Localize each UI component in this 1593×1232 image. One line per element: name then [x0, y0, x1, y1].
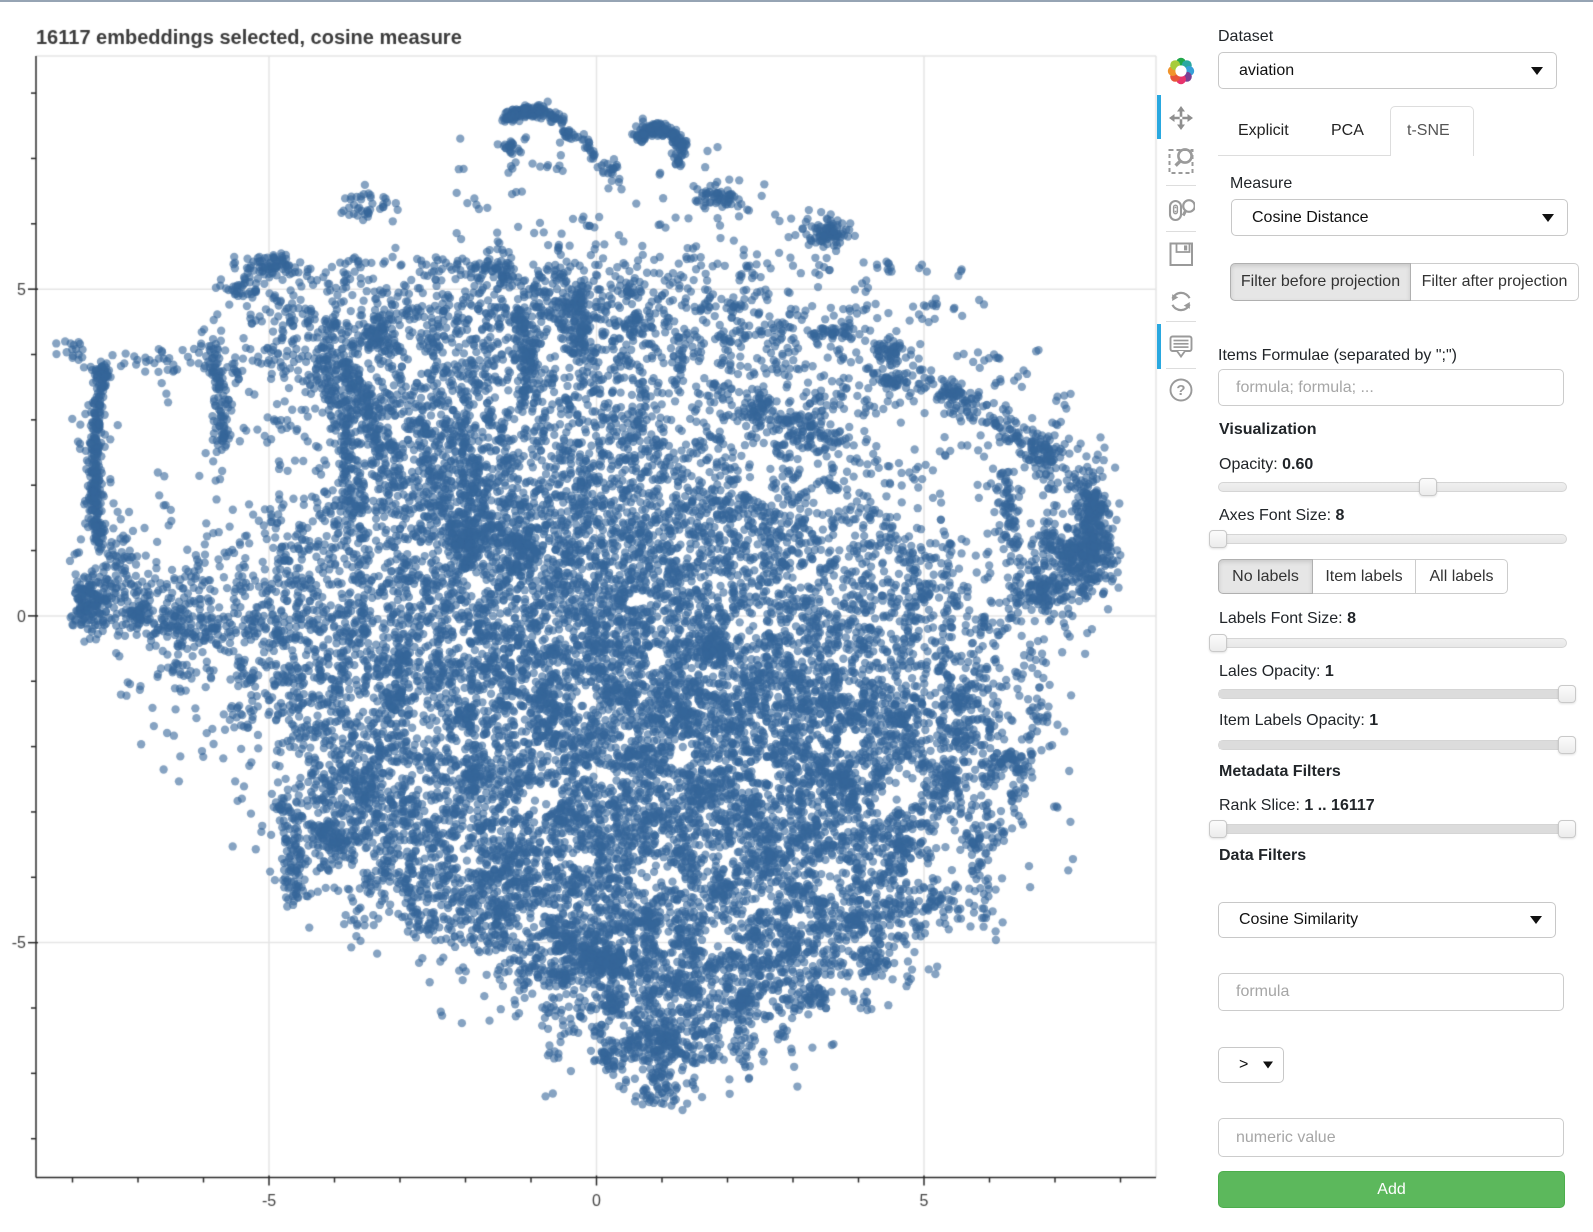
svg-text:?: ? — [1176, 382, 1185, 399]
